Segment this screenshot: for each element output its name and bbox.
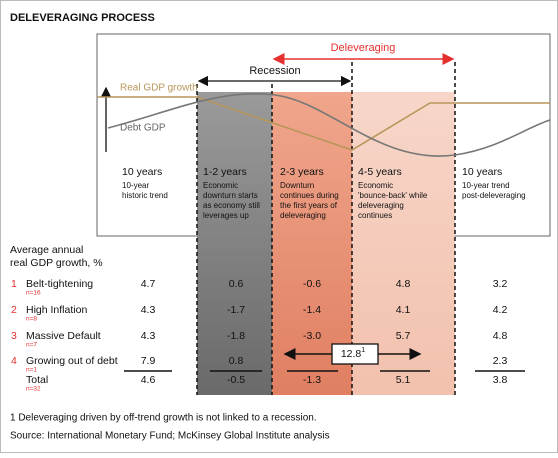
debt-label: Debt GDP: [120, 123, 166, 134]
phase-title: 10 years: [462, 166, 502, 178]
row-n: n=16: [26, 290, 41, 297]
cell: 5.7: [396, 330, 411, 342]
cell: 3.2: [493, 278, 508, 290]
phase-desc: 10-year: [122, 181, 149, 190]
cell: 4.7: [141, 278, 156, 290]
span-number: 12.8: [341, 348, 362, 360]
deleveraging-label: Deleveraging: [331, 42, 396, 54]
total-name: Total: [26, 374, 48, 386]
gdp-label: Real GDP growth: [120, 83, 198, 94]
total-cell: -0.5: [227, 374, 245, 386]
phase-desc: post-deleveraging: [462, 191, 526, 200]
phase-desc: deleveraging: [358, 201, 404, 210]
row-name: High Inflation: [26, 304, 87, 316]
phase-desc: continues: [358, 211, 392, 220]
total-cell: -1.3: [303, 374, 321, 386]
title: DELEVERAGING PROCESS: [10, 12, 155, 24]
dividers: [196, 62, 456, 395]
row-number: 3: [11, 330, 17, 342]
row-n: n=7: [26, 342, 37, 349]
span-box: [331, 343, 379, 365]
phase-title: 10 years: [122, 166, 162, 178]
cell: -1.4: [303, 304, 321, 316]
phase-desc: the first years of: [280, 201, 338, 210]
cell: 7.9: [141, 355, 156, 367]
phase-desc: historic trend: [122, 191, 168, 200]
total-n: n=32: [26, 386, 41, 393]
phase-desc: leverages up: [203, 211, 249, 220]
total-cell: 5.1: [396, 374, 411, 386]
cell: -1.7: [227, 304, 245, 316]
cell: 4.1: [396, 304, 411, 316]
debt-curve: [107, 92, 551, 157]
row-name: Belt-tightening: [26, 278, 93, 290]
phase-desc: 'bounce-back' while: [358, 191, 428, 200]
row-name: Growing out of debt: [26, 355, 118, 367]
row-number: 2: [11, 304, 17, 316]
row-number: 1: [11, 278, 17, 290]
phase-desc: deleveraging: [280, 211, 326, 220]
total-cell: 3.8: [493, 374, 508, 386]
band-recession: [197, 92, 272, 395]
row-n: n=8: [26, 316, 37, 323]
cell: -0.6: [303, 278, 321, 290]
cell: 4.2: [493, 304, 508, 316]
span-value: 12.81: [341, 347, 365, 360]
cell: 2.3: [493, 355, 508, 367]
cell: -3.0: [303, 330, 321, 342]
cell: 4.8: [396, 278, 411, 290]
phase-desc: downturn starts: [203, 191, 258, 200]
phase-desc: Downturn: [280, 181, 314, 190]
row-n: n=1: [26, 367, 37, 374]
phase-title: 2-3 years: [280, 166, 324, 178]
cell: 4.3: [141, 330, 156, 342]
gdp-curve: [97, 96, 550, 151]
cell: -1.8: [227, 330, 245, 342]
span-note: 1: [361, 347, 365, 354]
total-cell: 4.6: [141, 374, 156, 386]
table-header: Average annual: [10, 244, 83, 256]
cell: 4.3: [141, 304, 156, 316]
phase-desc: Economic: [358, 181, 393, 190]
source: Source: International Monetary Fund; McK…: [10, 431, 330, 442]
row-number: 4: [11, 355, 17, 367]
phase-desc: 10-year trend: [462, 181, 510, 190]
phase-title: 4-5 years: [358, 166, 402, 178]
table-header: real GDP growth, %: [10, 257, 103, 269]
cell: 0.8: [229, 355, 244, 367]
recession-label: Recession: [249, 65, 300, 77]
phase-desc: as economy still: [203, 201, 260, 210]
cell: 4.8: [493, 330, 508, 342]
row-name: Massive Default: [26, 330, 101, 342]
phase-title: 1-2 years: [203, 166, 247, 178]
cell: 0.6: [229, 278, 244, 290]
footnote: 1 Deleveraging driven by off-trend growt…: [10, 413, 317, 424]
phase-desc: Economic: [203, 181, 238, 190]
phase-desc: continues during: [280, 191, 339, 200]
